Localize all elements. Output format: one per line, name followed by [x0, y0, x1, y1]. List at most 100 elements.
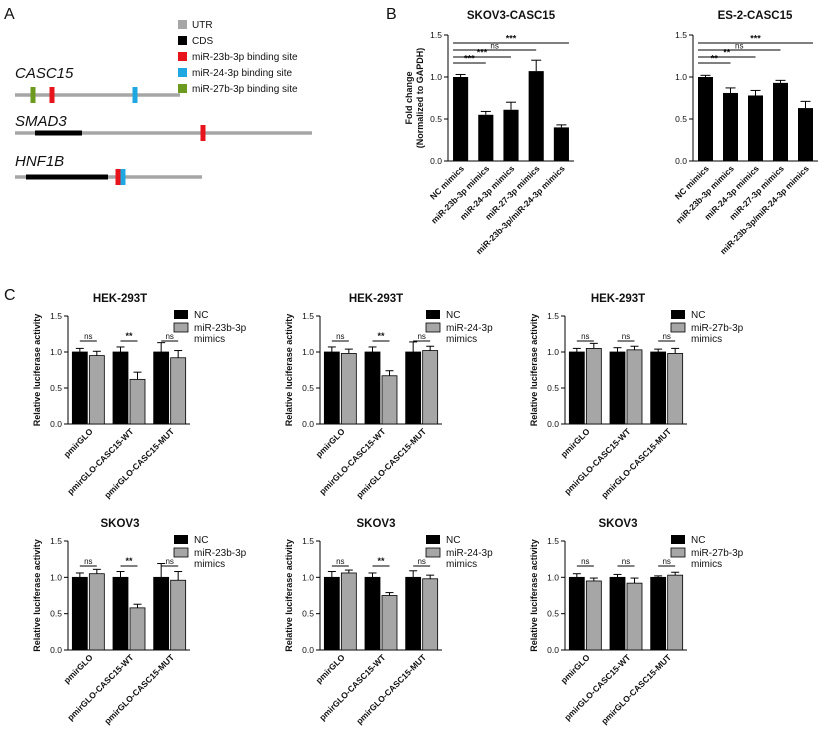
bar — [112, 351, 129, 425]
y-tick-label: 1.5 — [675, 30, 687, 40]
legend-swatch-nc — [174, 535, 188, 544]
y-tick-label: 0.5 — [547, 383, 559, 393]
significance-label: ns — [581, 332, 589, 341]
bar — [381, 375, 398, 425]
chart-title: SKOV3 — [599, 518, 638, 530]
y-axis-label: Relative luciferase activity — [284, 539, 294, 652]
bar — [553, 127, 569, 161]
y-tick-label: 1.5 — [547, 311, 559, 321]
x-tick-label: pmirGLO-CASC15-MUT — [599, 426, 673, 500]
bar — [650, 576, 667, 651]
chart-title: SKOV3 — [101, 518, 140, 530]
legend-label: NC — [691, 310, 705, 321]
bar — [88, 355, 105, 425]
gene-name: HNF1B — [15, 153, 64, 170]
legend-label: mimics — [446, 334, 477, 345]
x-tick-label: pmirGLO-CASC15-MUT — [354, 652, 428, 726]
legend-swatch-mimics — [173, 547, 189, 558]
y-tick-label: 0.5 — [50, 383, 62, 393]
y-tick-label: 1.5 — [302, 311, 314, 321]
x-tick-label: pmirGLO-CASC15-WT — [562, 652, 633, 723]
y-axis-label: Relative luciferase activity — [529, 314, 539, 427]
legend-label: mimics — [446, 559, 477, 570]
significance-label: ns — [84, 332, 92, 341]
bar — [723, 92, 738, 161]
bar — [422, 578, 439, 651]
y-tick-label: 0.0 — [430, 156, 442, 166]
bar — [170, 357, 187, 425]
bar — [626, 582, 643, 651]
chart-c2: HEK-293T Relative luciferase activity 0.0 0… — [284, 293, 493, 500]
legend-label: miR-23b-3p — [194, 323, 247, 334]
y-tick-label: 0.5 — [50, 609, 62, 619]
bar — [340, 353, 357, 425]
panel-letter-a: A — [4, 6, 15, 23]
y-tick-label: 1.5 — [50, 311, 62, 321]
x-tick-label: pmirGLO — [314, 652, 347, 685]
x-tick-label: pmirGLO-CASC15-WT — [317, 426, 388, 497]
bar — [153, 351, 170, 425]
legend-label: NC — [194, 535, 208, 546]
bar — [364, 351, 381, 425]
gene-name: SMAD3 — [15, 113, 67, 130]
x-tick-label: pmirGLO — [559, 426, 592, 459]
significance-label: *** — [464, 54, 475, 64]
chart-c3: HEK-293T Relative luciferase activity 0.0 0… — [529, 293, 744, 500]
chart-title: SKOV3 — [357, 518, 396, 530]
y-tick-label: 1.5 — [430, 30, 442, 40]
significance-label: ns — [417, 332, 425, 341]
bar — [129, 378, 146, 425]
significance-label: ns — [336, 557, 344, 566]
y-axis-label: Relative luciferase activity — [284, 314, 294, 427]
panel-a-gene-diagram: UTR CDS miR-23b-3p binding site miR-24-3p b… — [15, 20, 312, 185]
chart-c1: HEK-293T Relative luciferase activity 0.0 0… — [32, 293, 247, 500]
significance-label: ** — [711, 54, 719, 64]
y-tick-label: 0.0 — [50, 419, 62, 429]
bar — [568, 576, 585, 651]
x-tick-label: pmirGLO — [559, 652, 592, 685]
significance-label: *** — [477, 48, 488, 58]
legend-swatch-nc — [174, 310, 188, 319]
bar — [503, 109, 519, 161]
legend-label: mimics — [194, 334, 225, 345]
significance-label: ns — [417, 557, 425, 566]
legend-swatch — [178, 36, 187, 45]
panel-letter-c: C — [4, 287, 16, 304]
chart-c4: SKOV3 Relative luciferase activity 0.0 0.5 1… — [32, 518, 247, 726]
legend-label: mimics — [691, 334, 722, 345]
x-tick-label: pmirGLO-CASC15-MUT — [102, 426, 176, 500]
legend-label: miR-23b-3p — [194, 548, 247, 559]
x-tick-label: pmirGLO — [314, 426, 347, 459]
y-tick-label: 0.5 — [675, 114, 687, 124]
bar — [568, 351, 585, 425]
bar — [405, 351, 422, 425]
bar — [323, 351, 340, 425]
legend-swatch-nc — [426, 310, 440, 319]
chart-title: SKOV3-CASC15 — [467, 10, 556, 22]
bar — [609, 351, 626, 425]
gene-name: CASC15 — [15, 65, 74, 82]
legend-swatch-mimics — [670, 322, 686, 333]
y-tick-label: 1.5 — [547, 536, 559, 546]
bar — [88, 573, 105, 651]
x-tick-label: pmirGLO-CASC15-WT — [317, 652, 388, 723]
binding-site-marker — [132, 87, 138, 103]
legend-label: UTR — [192, 20, 213, 31]
x-tick-label: pmirGLO-CASC15-WT — [65, 652, 136, 723]
bar — [650, 351, 667, 425]
y-tick-label: 1.0 — [547, 347, 559, 357]
significance-label: ns — [735, 42, 743, 51]
bar — [585, 347, 602, 425]
y-axis-label: (Normalized to GAPDH) — [415, 48, 425, 149]
y-tick-label: 0.0 — [50, 645, 62, 655]
y-tick-label: 0.5 — [302, 609, 314, 619]
significance-label: *** — [750, 34, 761, 44]
y-tick-label: 1.0 — [302, 572, 314, 582]
bar — [405, 576, 422, 651]
significance-label: ns — [662, 557, 670, 566]
significance-label: ns — [84, 557, 92, 566]
y-tick-label: 1.0 — [430, 72, 442, 82]
chart-c5: SKOV3 Relative luciferase activity 0.0 0.5 1… — [284, 518, 493, 726]
